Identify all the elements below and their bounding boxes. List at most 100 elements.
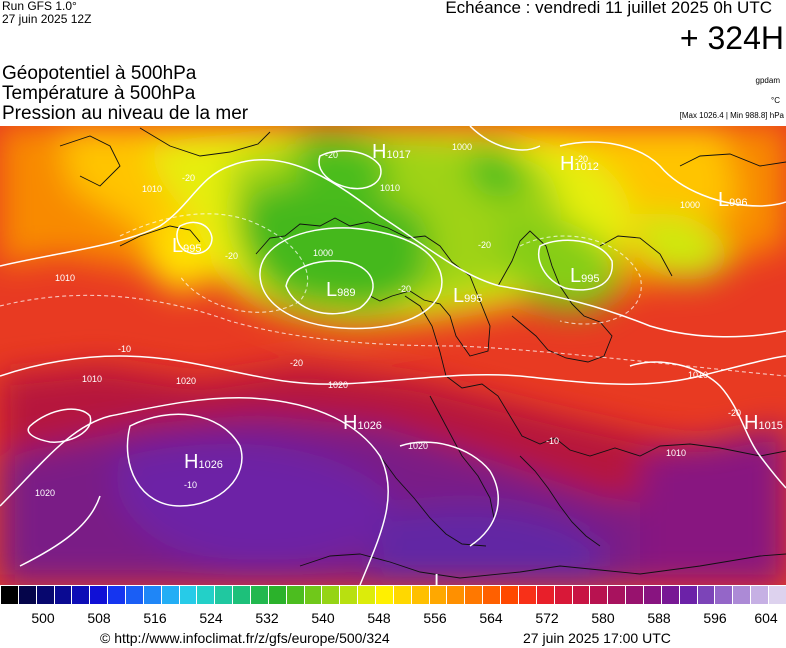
color-scale-swatch: [196, 586, 215, 604]
low-pressure-label: L: [434, 571, 445, 585]
isotherm-label: -10: [118, 344, 131, 354]
color-scale-swatch: [678, 586, 697, 604]
color-scale-swatch: [517, 586, 536, 604]
high-pressure-label: H1012: [560, 153, 599, 175]
scale-tick: 516: [143, 610, 167, 626]
high-pressure-label: H1026: [184, 451, 223, 473]
scale-tick: 588: [647, 610, 671, 626]
forecast-valid-time: Echéance : vendredi 11 juillet 2025 0h U…: [445, 0, 772, 17]
color-scale-swatch: [571, 586, 590, 604]
color-scale-swatch: [553, 586, 572, 604]
low-pressure-label: L995: [453, 285, 482, 307]
isobar-label: 1010: [666, 448, 686, 458]
color-scale-swatch: [642, 586, 661, 604]
isotherm-label: -20: [325, 150, 338, 160]
isobar-label: 1010: [82, 374, 102, 384]
isotherm-label: -20: [182, 173, 195, 183]
color-scale-swatch: [500, 586, 518, 604]
isobar-label: 1020: [176, 376, 196, 386]
isotherm-label: -10: [546, 436, 559, 446]
isobar-label: 1010: [688, 370, 708, 380]
scale-tick: 524: [199, 610, 223, 626]
layer-title-pressure: Pression au niveau de la mer: [2, 103, 249, 124]
color-scale-swatch: [464, 586, 483, 604]
isobar-label: 1000: [452, 142, 472, 152]
isotherm-label: -20: [728, 408, 741, 418]
color-scale-swatch: [625, 586, 643, 604]
color-scale-swatch: [53, 586, 72, 604]
color-scale-swatch: [267, 586, 286, 604]
color-scale-swatch: [303, 586, 322, 604]
isotherm-label: -20: [575, 154, 588, 164]
scale-tick: 532: [255, 610, 279, 626]
isobar-label: 1010: [55, 273, 75, 283]
high-pressure-label: H1017: [372, 141, 411, 163]
isobar-label: 1020: [408, 441, 428, 451]
color-scale-swatch: [125, 586, 143, 604]
pressure-extremes: [Max 1026.4 | Min 988.8] hPa: [679, 111, 784, 120]
scale-tick: 580: [591, 610, 615, 626]
low-pressure-label: L996: [718, 189, 747, 211]
isotherm-label: -20: [290, 358, 303, 368]
color-scale-swatch: [178, 586, 197, 604]
isotherms: [0, 213, 786, 377]
isotherm-label: -10: [184, 480, 197, 490]
color-scale-swatch: [339, 586, 358, 604]
scale-tick: 564: [479, 610, 503, 626]
isobar-label: 1010: [142, 184, 162, 194]
color-scale-swatch: [392, 586, 411, 604]
color-scale-swatch: [607, 586, 626, 604]
scale-tick: 548: [367, 610, 391, 626]
generation-timestamp: 27 juin 2025 17:00 UTC: [523, 630, 671, 646]
color-scale-swatch: [285, 586, 304, 604]
color-scale-swatch: [17, 586, 36, 604]
color-scale-swatch: [446, 586, 465, 604]
color-scale-swatch: [89, 586, 108, 604]
scale-tick: 572: [535, 610, 559, 626]
color-scale-swatch: [0, 586, 18, 604]
scale-tick: 556: [423, 610, 447, 626]
color-scale-swatch: [660, 586, 679, 604]
layer-title-geopotential: Géopotentiel à 500hPa: [2, 63, 197, 84]
high-pressure-label: H1026: [343, 412, 382, 434]
map-annotations: H1017 H1012 H1026 H1026 H1015 L989 L995 …: [35, 141, 783, 585]
unit-geopotential: gpdam: [755, 76, 780, 85]
color-scale-swatch: [232, 586, 251, 604]
low-pressure-label: L995: [570, 265, 599, 287]
scale-tick: 540: [311, 610, 335, 626]
isotherm-label: -20: [225, 251, 238, 261]
low-pressure-label: L989: [326, 279, 355, 301]
isobars: [0, 126, 786, 585]
weather-map: H1017 H1012 H1026 H1026 H1015 L989 L995 …: [0, 126, 786, 585]
color-scale-swatch: [732, 586, 751, 604]
source-credit-link[interactable]: © http://www.infoclimat.fr/z/gfs/europe/…: [100, 630, 390, 646]
color-scale-swatch: [375, 586, 393, 604]
scale-tick: 596: [703, 610, 727, 626]
isobar-label: 1020: [328, 380, 348, 390]
color-scale-swatch: [428, 586, 447, 604]
color-scale-swatch: [696, 586, 715, 604]
isobar-label: 1000: [680, 200, 700, 210]
color-scale-bar: [0, 586, 786, 606]
color-scale-swatch: [142, 586, 161, 604]
color-scale-swatch: [535, 586, 554, 604]
run-date: 27 juin 2025 12Z: [2, 12, 92, 26]
scale-tick: 604: [754, 610, 778, 626]
color-scale-swatch: [750, 586, 768, 604]
color-scale-swatch: [321, 586, 340, 604]
low-pressure-label: L995: [172, 235, 201, 257]
color-scale-swatch: [482, 586, 501, 604]
run-model: Run GFS 1.0°: [2, 0, 77, 13]
color-scale-swatch: [214, 586, 233, 604]
color-scale-swatch: [250, 586, 268, 604]
color-scale-swatch: [35, 586, 54, 604]
isobar-label: 1000: [313, 248, 333, 258]
color-scale-swatch: [160, 586, 179, 604]
color-scale-swatch: [71, 586, 90, 604]
isobar-label: 1020: [35, 488, 55, 498]
scale-tick: 500: [31, 610, 55, 626]
isotherm-label: -20: [478, 240, 491, 250]
layer-title-temperature: Température à 500hPa: [2, 83, 196, 104]
color-scale-swatch: [767, 586, 786, 604]
color-scale-swatch: [589, 586, 608, 604]
